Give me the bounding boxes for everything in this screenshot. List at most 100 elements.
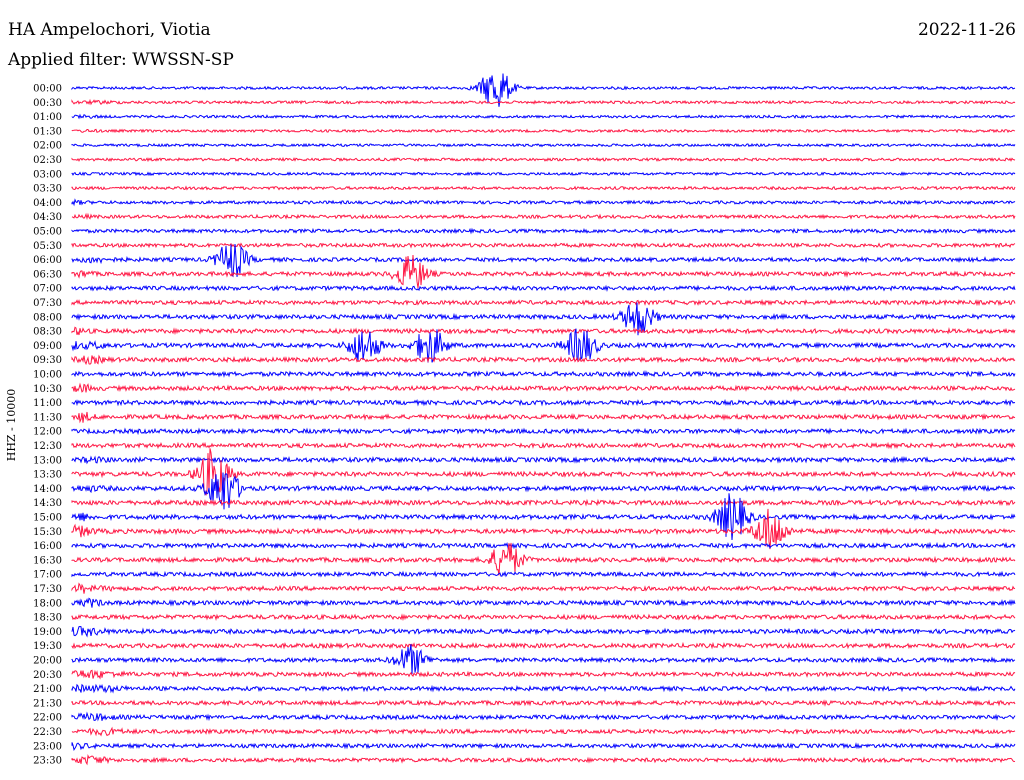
tick-label: 02:30 [33,155,62,166]
tick-label: 06:30 [33,269,62,280]
trace-line [71,625,1016,638]
trace-line [71,641,1016,650]
tick-label: 02:00 [33,141,62,152]
tick-label: 07:00 [33,284,62,295]
trace-line [71,128,1016,134]
trace-line [71,597,1016,608]
trace-line [71,570,1016,578]
seismogram-traces [71,73,1016,766]
trace-line [71,284,1016,292]
tick-label: 01:00 [33,112,62,123]
tick-label: 08:00 [33,312,62,323]
trace-line [71,508,1016,550]
tick-label: 12:30 [33,441,62,452]
tick-label: 01:30 [33,126,62,137]
tick-label: 22:00 [33,713,62,724]
tick-label: 19:30 [33,641,62,652]
trace-line [71,113,1016,120]
trace-line [71,171,1016,177]
tick-label: 03:00 [33,169,62,180]
tick-label: 22:30 [33,727,62,738]
trace-line [71,328,1016,363]
trace-line [71,185,1016,191]
tick-label: 14:00 [33,484,62,495]
tick-label: 23:30 [33,756,62,767]
tick-label: 11:00 [33,398,62,409]
trace-line [71,382,1016,393]
tick-label: 04:00 [33,198,62,209]
tick-label: 15:00 [33,513,62,524]
trace-line [71,142,1016,148]
trace-line [71,753,1016,766]
tick-label: 05:30 [33,241,62,252]
tick-label: 11:30 [33,412,62,423]
trace-line [71,398,1016,407]
trace-line [71,369,1016,378]
trace-line [71,582,1016,594]
tick-label: 10:00 [33,370,62,381]
tick-label: 19:00 [33,627,62,638]
trace-line [71,354,1016,366]
tick-label: 21:30 [33,698,62,709]
trace-line [71,326,1016,336]
trace-line [71,98,1016,106]
date-label: 2022-11-26 [917,20,1016,40]
trace-line [71,254,1016,288]
tick-label: 16:30 [33,555,62,566]
trace-line [71,455,1016,465]
trace-line [71,669,1016,680]
tick-label: 15:30 [33,527,62,538]
tick-label: 18:00 [33,598,62,609]
tick-label: 09:00 [33,341,62,352]
trace-line [71,227,1016,235]
tick-label: 21:00 [33,684,62,695]
filter-label: Applied filter: WWSSN-SP [8,50,234,70]
tick-label: 23:00 [33,741,62,752]
trace-line [71,242,1016,249]
trace-line [71,726,1016,737]
trace-line [71,427,1016,436]
tick-label: 00:00 [33,84,62,95]
trace-line [71,742,1016,752]
tick-label: 00:30 [33,98,62,109]
tick-label: 17:30 [33,584,62,595]
trace-line [71,243,1016,278]
tick-label: 07:30 [33,298,62,309]
trace-line [71,198,1016,207]
trace-line [71,683,1016,694]
tick-label: 18:30 [33,613,62,624]
station-title: HA Ampelochori, Viotia [8,20,211,40]
trace-line [71,699,1016,707]
time-tick-labels: 00:00 00:30 01:00 01:30 02:00 02:30 03:00 03:30… [33,84,62,767]
tick-label: 16:00 [33,541,62,552]
trace-line [71,411,1016,424]
tick-label: 10:30 [33,384,62,395]
trace-line [71,711,1016,722]
trace-line [71,493,1016,541]
trace-line [71,441,1016,450]
tick-label: 06:00 [33,255,62,266]
tick-label: 03:30 [33,184,62,195]
y-axis-label: HHZ - 10000 [5,389,18,462]
tick-label: 12:00 [33,427,62,438]
tick-label: 13:00 [33,455,62,466]
trace-line [71,542,1016,576]
tick-label: 14:30 [33,498,62,509]
trace-line [71,541,1016,550]
trace-line [71,212,1016,221]
tick-label: 09:30 [33,355,62,366]
tick-label: 13:30 [33,470,62,481]
tick-label: 05:00 [33,227,62,238]
trace-line [71,302,1016,336]
trace-line [71,644,1016,675]
tick-label: 20:00 [33,656,62,667]
trace-line [71,73,1016,107]
trace-line [71,613,1016,622]
trace-line [71,472,1016,510]
tick-label: 08:30 [33,327,62,338]
tick-label: 17:00 [33,570,62,581]
trace-line [71,448,1016,497]
tick-label: 20:30 [33,670,62,681]
trace-line [71,298,1016,307]
